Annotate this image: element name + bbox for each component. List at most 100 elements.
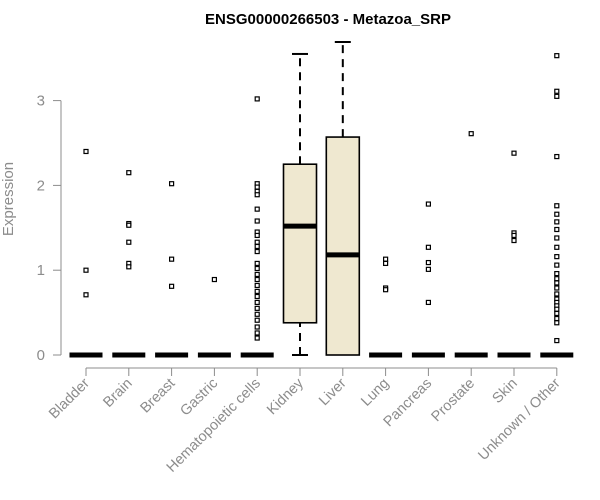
- outlier-point: [254, 206, 260, 212]
- x-tick-label: Kidney: [264, 375, 307, 418]
- outlier-point: [554, 211, 560, 217]
- outlier-point: [554, 88, 560, 94]
- outlier-point: [425, 259, 431, 266]
- x-tick-label: Prostate: [429, 376, 478, 425]
- box-iqr: [282, 163, 318, 324]
- x-tick-label: Brain: [100, 376, 135, 411]
- outlier-point: [554, 320, 560, 326]
- box-iqr: [325, 136, 361, 356]
- outlier-point: [554, 270, 560, 277]
- outlier-point: [554, 93, 560, 99]
- outlier-point: [554, 291, 560, 297]
- y-axis-label: Expression: [0, 162, 17, 236]
- outlier-point: [254, 218, 260, 224]
- outlier-point: [554, 53, 560, 59]
- outlier-point: [169, 256, 175, 262]
- outlier-point: [511, 150, 517, 156]
- outlier-point: [83, 267, 89, 273]
- outlier-point: [254, 317, 260, 323]
- box-group: [155, 181, 189, 358]
- box-group: [497, 150, 531, 358]
- outlier-point: [383, 287, 389, 293]
- outlier-point: [554, 262, 560, 268]
- box-group: [69, 148, 103, 358]
- outlier-point: [554, 337, 560, 344]
- outlier-point: [511, 232, 517, 239]
- outlier-point: [554, 306, 560, 312]
- outlier-point: [554, 235, 560, 241]
- y-tick-label: 1: [37, 262, 45, 279]
- outlier-point: [511, 237, 517, 244]
- outlier-point: [254, 96, 260, 102]
- x-tick-label: Breast: [137, 376, 178, 417]
- outlier-point: [425, 201, 431, 207]
- outlier-point: [554, 254, 560, 260]
- outlier-point: [554, 219, 560, 225]
- outlier-point: [126, 239, 132, 245]
- outlier-point: [126, 222, 132, 228]
- x-tick-label: Skin: [490, 376, 521, 407]
- outlier-point: [254, 282, 260, 289]
- outlier-point: [254, 184, 260, 190]
- outlier-point: [554, 310, 560, 317]
- outlier-point: [554, 153, 560, 160]
- x-tick-label: Unknown / Other: [475, 375, 563, 463]
- outlier-point: [126, 170, 132, 176]
- outlier-point: [554, 276, 560, 282]
- x-tick-label: Liver: [316, 375, 350, 409]
- outlier-point: [383, 260, 389, 267]
- outlier-point: [425, 299, 431, 306]
- outlier-point: [425, 266, 431, 272]
- outlier-point: [554, 285, 560, 291]
- x-tick-label: Lung: [358, 376, 392, 410]
- outlier-point: [169, 283, 175, 289]
- outlier-point: [254, 243, 260, 250]
- box-group: [369, 256, 403, 358]
- outlier-point: [254, 299, 260, 306]
- outlier-point: [254, 239, 260, 245]
- chart-title: ENSG00000266503 - Metazoa_SRP: [205, 11, 451, 28]
- outlier-point: [383, 256, 389, 262]
- box-group: [540, 53, 574, 358]
- outlier-point: [211, 276, 217, 283]
- box-group: [112, 170, 146, 358]
- outlier-point: [554, 244, 560, 250]
- outlier-point: [425, 244, 431, 250]
- box-group: [282, 52, 318, 356]
- outlier-point: [254, 335, 260, 341]
- outlier-point: [554, 315, 560, 322]
- y-tick-label: 2: [37, 177, 45, 194]
- outlier-point: [126, 264, 132, 270]
- y-tick-label: 3: [37, 93, 45, 110]
- outlier-point: [83, 292, 89, 298]
- box-group: [325, 41, 361, 356]
- outlier-point: [254, 330, 260, 336]
- outlier-point: [254, 288, 260, 294]
- box-group: [411, 201, 445, 358]
- outlier-point: [254, 305, 260, 311]
- box-group: [240, 96, 274, 358]
- outlier-point: [254, 293, 260, 300]
- outlier-point: [83, 148, 89, 155]
- outlier-point: [169, 181, 175, 187]
- outlier-point: [254, 271, 260, 278]
- x-tick-label: Bladder: [46, 375, 93, 422]
- outlier-point: [554, 280, 560, 286]
- outlier-point: [254, 260, 260, 267]
- outlier-point: [254, 324, 260, 330]
- outlier-point: [254, 276, 260, 283]
- outlier-point: [554, 203, 560, 209]
- outlier-point: [468, 131, 474, 137]
- outlier-point: [254, 232, 260, 239]
- outlier-point: [254, 265, 260, 272]
- outlier-point: [554, 226, 560, 233]
- y-tick-label: 0: [37, 347, 45, 364]
- box-group: [454, 131, 488, 358]
- y-axis: 0 1 2 3: [37, 93, 62, 364]
- box-group: [197, 276, 231, 358]
- outlier-point: [254, 311, 260, 317]
- plot-area: [69, 41, 574, 358]
- outlier-point: [254, 192, 260, 198]
